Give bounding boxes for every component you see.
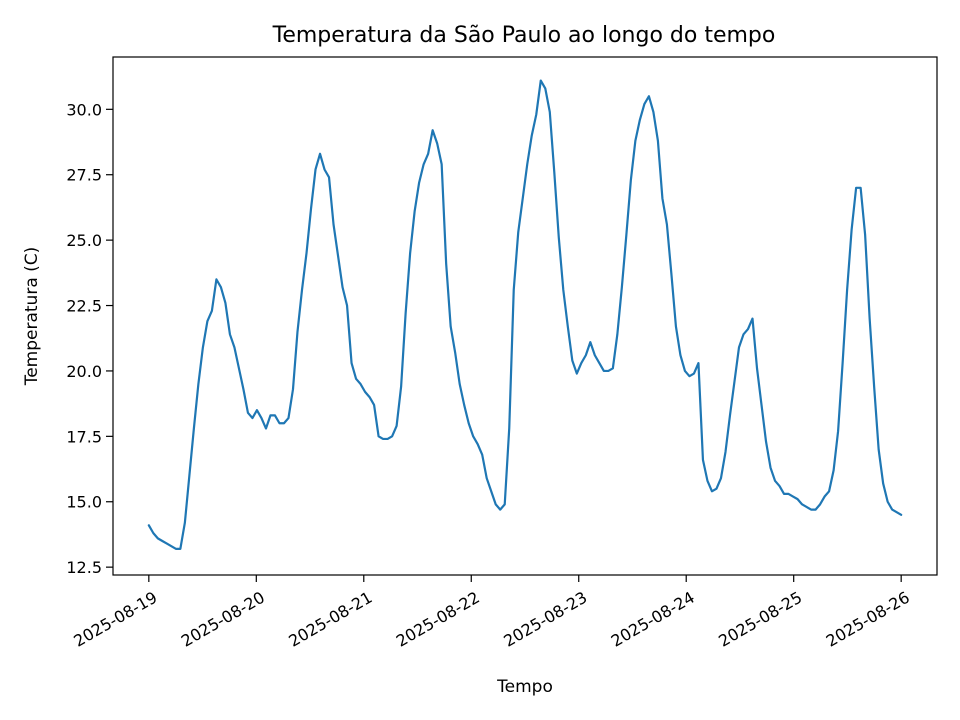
y-tick-label: 30.0 xyxy=(66,100,102,119)
x-tick-label: 2025-08-19 xyxy=(70,588,160,651)
y-tick-label: 20.0 xyxy=(66,362,102,381)
y-tick-label: 12.5 xyxy=(66,558,102,577)
y-axis-label: Temperatura (C) xyxy=(22,247,42,387)
y-tick-label: 15.0 xyxy=(66,493,102,512)
x-tick-label: 2025-08-22 xyxy=(393,588,483,651)
chart-title: Temperatura da São Paulo ao longo do tem… xyxy=(272,23,776,48)
x-axis: 2025-08-19 2025-08-20 2025-08-21 2025-08-22… xyxy=(70,575,913,651)
x-tick-label: 2025-08-20 xyxy=(178,588,268,651)
x-tick-label: 2025-08-26 xyxy=(823,588,913,651)
x-axis-label: Tempo xyxy=(496,677,553,697)
plot-area-frame xyxy=(112,56,938,576)
y-tick-label: 27.5 xyxy=(66,166,102,185)
y-tick-label: 22.5 xyxy=(66,297,102,316)
x-tick-label: 2025-08-24 xyxy=(608,588,698,651)
y-tick-label: 25.0 xyxy=(66,231,102,250)
y-tick-label: 17.5 xyxy=(66,427,102,446)
temperature-series-line xyxy=(147,79,903,550)
x-tick-label: 2025-08-21 xyxy=(285,588,375,651)
x-tick-label: 2025-08-23 xyxy=(500,588,590,651)
x-tick-label: 2025-08-25 xyxy=(715,588,805,651)
y-axis: 12.5 15.0 17.5 20.0 22.5 25.0 27.5 30.0 xyxy=(66,100,113,577)
